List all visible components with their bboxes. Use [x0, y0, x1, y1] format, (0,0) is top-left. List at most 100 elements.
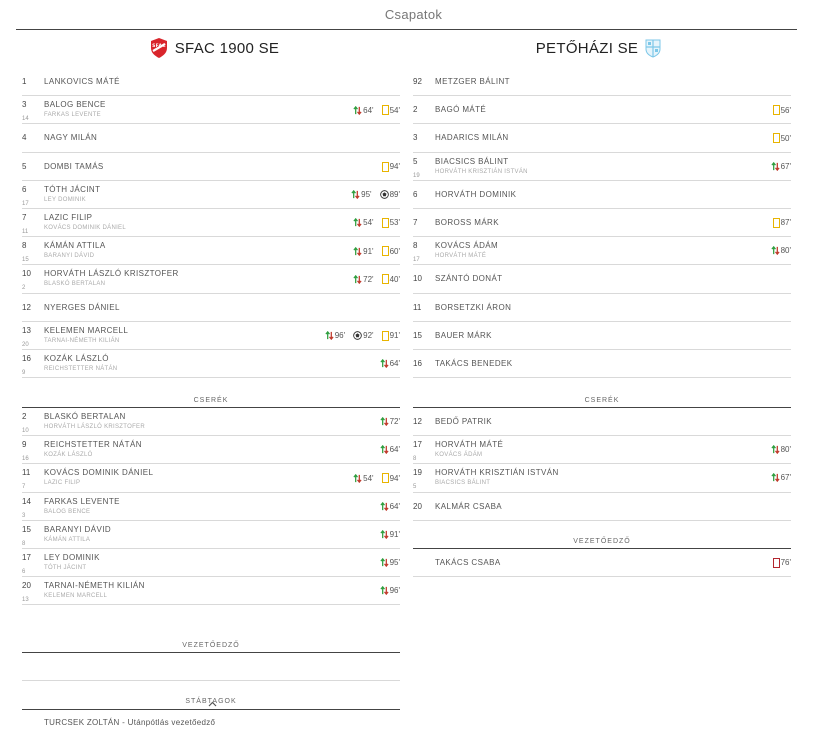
- player-number: 12: [413, 417, 422, 427]
- player-row[interactable]: 6 TÓTH JÁCINT 17 LEY DOMINIK 95' 89': [22, 181, 400, 209]
- event-yellow: 94': [381, 473, 400, 484]
- player-name[interactable]: KALMÁR CSABA: [435, 501, 503, 511]
- player-name[interactable]: TAKÁCS CSABA: [435, 557, 501, 567]
- player-name[interactable]: LAZIC FILIP: [44, 212, 93, 222]
- player-row[interactable]: 7 LAZIC FILIP 11 KOVÁCS DOMINIK DÁNIEL 54' 53…: [22, 209, 400, 238]
- player-name[interactable]: TAKÁCS BENEDEK: [435, 358, 513, 368]
- player-row[interactable]: 19 HORVÁTH KRISZTIÁN ISTVÁN 5 BIACSICS BÁLI…: [413, 464, 791, 493]
- player-name[interactable]: BALOG BENCE: [44, 100, 106, 110]
- player-name[interactable]: BAGÓ MÁTÉ: [435, 105, 487, 115]
- player-name[interactable]: TÓTH JÁCINT: [44, 184, 101, 194]
- player-row[interactable]: 15 BAUER MÁRK: [413, 322, 791, 350]
- event-sub: 67': [770, 161, 791, 171]
- away-subs-list: 12 BEDŐ PATRIK 17 HORVÁTH MÁTÉ 8 KOVÁCS ÁDÁM 8…: [413, 408, 791, 521]
- player-name[interactable]: KOVÁCS DOMINIK DÁNIEL: [44, 468, 154, 478]
- player-row[interactable]: 11 BORSETZKI ÁRON: [413, 294, 791, 322]
- player-row[interactable]: 15 BARANYI DÁVID 8 KÁMÁN ATTILA 91': [22, 521, 400, 549]
- player-name[interactable]: BIACSICS BÁLINT: [435, 156, 509, 166]
- player-row[interactable]: 8 KÁMÁN ATTILA 15 BARANYI DÁVID 91' 60': [22, 237, 400, 266]
- player-name[interactable]: BAUER MÁRK: [435, 330, 492, 340]
- substitution-icon: [770, 445, 780, 455]
- player-row[interactable]: 12 NYERGES DÁNIEL: [22, 294, 400, 322]
- player-row[interactable]: 2 BLASKÓ BERTALAN 10 HORVÁTH LÁSZLÓ KRISZTO…: [22, 408, 400, 437]
- player-row[interactable]: 16 KOZÁK LÁSZLÓ 9 REICHSTETTER NÁTÁN 64': [22, 350, 400, 379]
- player-name[interactable]: NYERGES DÁNIEL: [44, 302, 120, 312]
- player-name[interactable]: BEDŐ PATRIK: [435, 417, 493, 427]
- substitute-number: 5: [413, 484, 417, 491]
- player-name[interactable]: HADARICS MILÁN: [435, 133, 509, 143]
- player-name[interactable]: BORSETZKI ÁRON: [435, 302, 512, 312]
- player-name[interactable]: FARKAS LEVENTE: [44, 496, 120, 506]
- player-row[interactable]: 10 HORVÁTH LÁSZLÓ KRISZTOFER 2 BLASKÓ BERTA…: [22, 265, 400, 294]
- player-row[interactable]: 6 HORVÁTH DOMINIK: [413, 181, 791, 209]
- yellow-card-icon: [772, 105, 780, 116]
- event-yellow: 40': [381, 274, 400, 285]
- player-name[interactable]: HORVÁTH KRISZTIÁN ISTVÁN: [435, 468, 559, 478]
- player-row[interactable]: 2 BAGÓ MÁTÉ 56': [413, 96, 791, 125]
- player-name[interactable]: METZGER BÁLINT: [435, 77, 510, 86]
- goal-ball-icon: [353, 331, 362, 341]
- player-name[interactable]: HORVÁTH LÁSZLÓ KRISZTOFER: [44, 269, 179, 279]
- player-name[interactable]: KOVÁCS ÁDÁM: [435, 241, 499, 251]
- player-row[interactable]: 3 HADARICS MILÁN 50': [413, 124, 791, 153]
- player-row[interactable]: 9 REICHSTETTER NÁTÁN 16 KOZÁK LÁSZLÓ 64': [22, 436, 400, 465]
- player-name[interactable]: HORVÁTH MÁTÉ: [435, 440, 504, 450]
- home-staff-toggle[interactable]: STÁBTAGOK: [22, 698, 400, 707]
- player-name[interactable]: DOMBI TAMÁS: [44, 161, 104, 171]
- player-row[interactable]: 13 KELEMEN MARCELL 20 TARNAI-NÉMETH KILIÁN 9…: [22, 322, 400, 350]
- player-row[interactable]: 20 KALMÁR CSABA: [413, 493, 791, 521]
- player-row[interactable]: 10 SZÁNTÓ DONÁT: [413, 265, 791, 294]
- event-sub: 96': [379, 586, 400, 596]
- away-starters-list: 92 METZGER BÁLINT 2 BAGÓ MÁTÉ 56' 3 HADARICS M…: [413, 68, 791, 379]
- away-team-name: PETŐHÁZI SE: [535, 39, 639, 57]
- player-name[interactable]: BLASKÓ BERTALAN: [44, 412, 126, 422]
- player-row[interactable]: 92 METZGER BÁLINT: [413, 68, 791, 97]
- player-name[interactable]: BARANYI DÁVID: [44, 524, 111, 534]
- player-row[interactable]: 17 LEY DOMINIK 6 TÓTH JÁCINT 95': [22, 549, 400, 578]
- event-sub: 91': [353, 246, 374, 256]
- player-number: 11: [413, 302, 422, 312]
- player-row[interactable]: 7 BOROSS MÁRK 87': [413, 209, 791, 238]
- substitute-name: KOVÁCS ÁDÁM: [435, 452, 483, 459]
- home-staff-header[interactable]: STÁBTAGOK: [22, 681, 400, 711]
- player-row[interactable]: 4 NAGY MILÁN: [22, 124, 400, 153]
- substitute-name: FARKAS LEVENTE: [44, 112, 101, 119]
- event-sub: 54': [353, 473, 374, 483]
- substitute-number: 3: [22, 512, 26, 519]
- event-minute: 72': [389, 417, 400, 427]
- home-team-header[interactable]: SFAC SFAC 1900 SE: [22, 36, 400, 60]
- player-name[interactable]: REICHSTETTER NÁTÁN: [44, 440, 142, 450]
- substitute-number: 7: [22, 484, 26, 491]
- player-row[interactable]: 5 BIACSICS BÁLINT 19 HORVÁTH KRISZTIÁN ISTV…: [413, 153, 791, 181]
- player-row[interactable]: 12 BEDŐ PATRIK: [413, 408, 791, 437]
- player-row[interactable]: 8 KOVÁCS ÁDÁM 17 HORVÁTH MÁTÉ 80': [413, 237, 791, 266]
- player-row[interactable]: 11 KOVÁCS DOMINIK DÁNIEL 7 LAZIC FILIP 54' 94…: [22, 464, 400, 493]
- event-sub: 80': [770, 445, 791, 455]
- page-title: Csapatok: [384, 7, 443, 22]
- event-minute: 76': [780, 558, 791, 568]
- player-name[interactable]: KOZÁK LÁSZLÓ: [44, 353, 109, 363]
- player-name[interactable]: NAGY MILÁN: [44, 133, 98, 143]
- player-row[interactable]: 14 FARKAS LEVENTE 3 BALOG BENCE 64': [22, 493, 400, 521]
- player-row[interactable]: 3 BALOG BENCE 14 FARKAS LEVENTE 64' 54': [22, 96, 400, 125]
- yellow-card-icon: [381, 105, 389, 116]
- substitute-name: LAZIC FILIP: [44, 480, 81, 487]
- player-name[interactable]: TARNAI-NÉMETH KILIÁN: [44, 581, 145, 591]
- event-minute: 67': [780, 161, 791, 171]
- player-row[interactable]: 5 DOMBI TAMÁS 94': [22, 153, 400, 181]
- player-name[interactable]: KÁMÁN ATTILA: [44, 241, 106, 251]
- coach-row[interactable]: TAKÁCS CSABA 76': [413, 549, 791, 577]
- player-name[interactable]: KELEMEN MARCELL: [44, 325, 129, 335]
- player-row[interactable]: 20 TARNAI-NÉMETH KILIÁN 13 KELEMEN MARCELL 9…: [22, 577, 400, 606]
- player-name[interactable]: HORVÁTH DOMINIK: [435, 189, 517, 199]
- player-row[interactable]: 16 TAKÁCS BENEDEK: [413, 350, 791, 379]
- away-coach-label: VEZETŐEDZŐ: [573, 537, 631, 545]
- player-name[interactable]: SZÁNTÓ DONÁT: [435, 274, 503, 284]
- player-name[interactable]: BOROSS MÁRK: [435, 217, 499, 227]
- substitute-name: TARNAI-NÉMETH KILIÁN: [44, 337, 120, 344]
- player-row[interactable]: 17 HORVÁTH MÁTÉ 8 KOVÁCS ÁDÁM 80': [413, 436, 791, 465]
- away-team-header[interactable]: PETŐHÁZI SE: [413, 36, 791, 60]
- player-row[interactable]: 1 LANKOVICS MÁTÉ: [22, 68, 400, 97]
- player-name[interactable]: LEY DOMINIK: [44, 553, 100, 562]
- player-name[interactable]: LANKOVICS MÁTÉ: [44, 77, 120, 86]
